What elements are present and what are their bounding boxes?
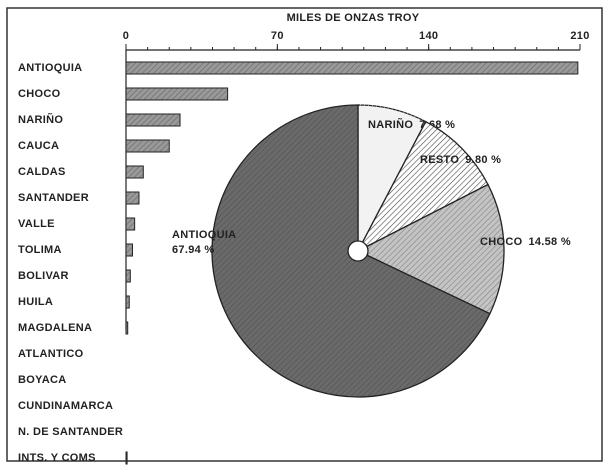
- bar-hatch: [126, 166, 144, 178]
- x-axis-title: MILES DE ONZAS TROY: [287, 12, 420, 24]
- y-tick-label: BOLIVAR: [18, 270, 69, 282]
- pie-hole: [347, 240, 369, 262]
- pie-value-label: 9.80 %: [465, 154, 501, 166]
- y-tick-label: ANTIOQUIA: [18, 62, 82, 74]
- y-tick-label: CALDAS: [18, 166, 66, 178]
- y-tick-label: ATLANTICO: [18, 348, 84, 360]
- pie-label: NARIÑO: [368, 118, 413, 131]
- bar-hatch: [126, 322, 128, 334]
- y-tick-label: CAUCA: [18, 140, 59, 152]
- pie-label: CHOCO: [480, 236, 523, 248]
- y-tick-label: BOYACA: [18, 374, 66, 386]
- pie-value-label: 67.94 %: [172, 244, 214, 256]
- bar-hatch: [126, 244, 133, 256]
- bar-hatch: [126, 140, 170, 152]
- pie-value-label: 14.58 %: [528, 236, 570, 248]
- y-tick-label: CHOCO: [18, 88, 61, 100]
- bar-hatch: [126, 452, 128, 464]
- x-tick-label: 210: [570, 30, 589, 42]
- y-tick-label: NARIÑO: [18, 113, 63, 126]
- y-tick-label: CUNDINAMARCA: [18, 400, 113, 412]
- bar-hatch: [126, 192, 139, 204]
- bar-hatch: [126, 296, 130, 308]
- pie-hatch: [358, 184, 504, 314]
- bar-hatch: [126, 114, 181, 126]
- bar-hatch: [126, 88, 228, 100]
- pie-label: RESTO: [420, 154, 459, 166]
- y-tick-label: TOLIMA: [18, 244, 62, 256]
- y-tick-label: SANTANDER: [18, 192, 89, 204]
- bar-hatch: [126, 62, 578, 74]
- x-tick-label: 140: [419, 30, 438, 42]
- y-tick-label: HUILA: [18, 296, 53, 308]
- frame: [6, 7, 603, 462]
- y-tick-label: VALLE: [18, 218, 55, 230]
- x-tick-label: 0: [123, 30, 129, 42]
- pie-label: ANTIOQUIA: [172, 229, 236, 241]
- y-tick-label: MAGDALENA: [18, 322, 92, 334]
- y-tick-label: INTS. Y COMS: [18, 452, 96, 464]
- y-tick-label: N. DE SANTANDER: [18, 426, 123, 438]
- bar-hatch: [126, 270, 131, 282]
- bar-hatch: [126, 218, 135, 230]
- x-tick-label: 70: [271, 30, 284, 42]
- pie-hatch: [358, 121, 489, 251]
